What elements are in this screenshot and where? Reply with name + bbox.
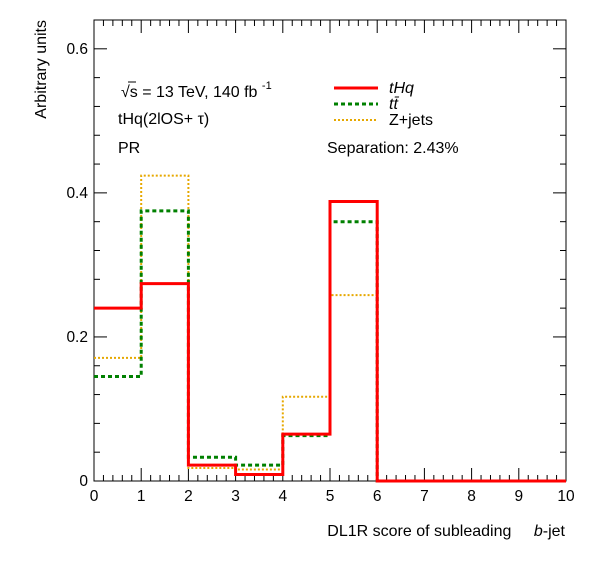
x-tick-label: 10 [557,488,575,505]
series-thq-line [94,200,566,483]
y-axis-title: Arbitrary units [33,20,50,119]
x-tick-label: 7 [420,488,429,505]
separation-label: Separation: 2.43% [327,140,459,157]
x-axis-title: DL1R score of subleading b-jet [327,523,565,540]
x-tick-label: 3 [231,488,240,505]
legend: tHq tt̄ Z+jets [334,80,433,129]
energy-lumi-label: √s = 13 TeV, 140 fb -1 [121,80,272,101]
legend-label-tt: tt̄ [389,96,400,113]
y-tick-label: 0.6 [66,41,88,58]
x-tick-label: 5 [326,488,335,505]
lumi-exponent: -1 [262,80,272,92]
x-axis-title-italic: b [534,523,543,540]
x-tick-label: 0 [90,488,99,505]
axis-ticks: 0 1 2 3 4 5 6 7 8 9 10 0 0.2 0.4 0.6 [66,20,575,505]
y-tick-label: 0.4 [66,185,88,202]
x-tick-label: 4 [278,488,287,505]
channel-label: tHq(2lOS+ τ) [118,111,209,128]
x-tick-label: 2 [184,488,193,505]
y-tick-label: 0.2 [66,329,88,346]
region-label: PR [118,140,140,157]
sqrt-s: √s [121,84,138,101]
legend-label-thq: tHq [389,80,414,97]
y-tick-label: 0 [79,473,88,490]
x-tick-label: 6 [373,488,382,505]
x-tick-label: 9 [514,488,523,505]
x-tick-label: 1 [137,488,146,505]
x-axis-title-main: DL1R score of subleading [327,523,511,540]
x-axis-title-tail: -jet [543,523,566,540]
x-tick-label: 8 [467,488,476,505]
energy-text: = 13 TeV, 140 fb [142,84,257,101]
legend-label-zjets: Z+jets [389,112,433,129]
series-z-jets-line [94,174,566,482]
series-group [94,174,566,483]
